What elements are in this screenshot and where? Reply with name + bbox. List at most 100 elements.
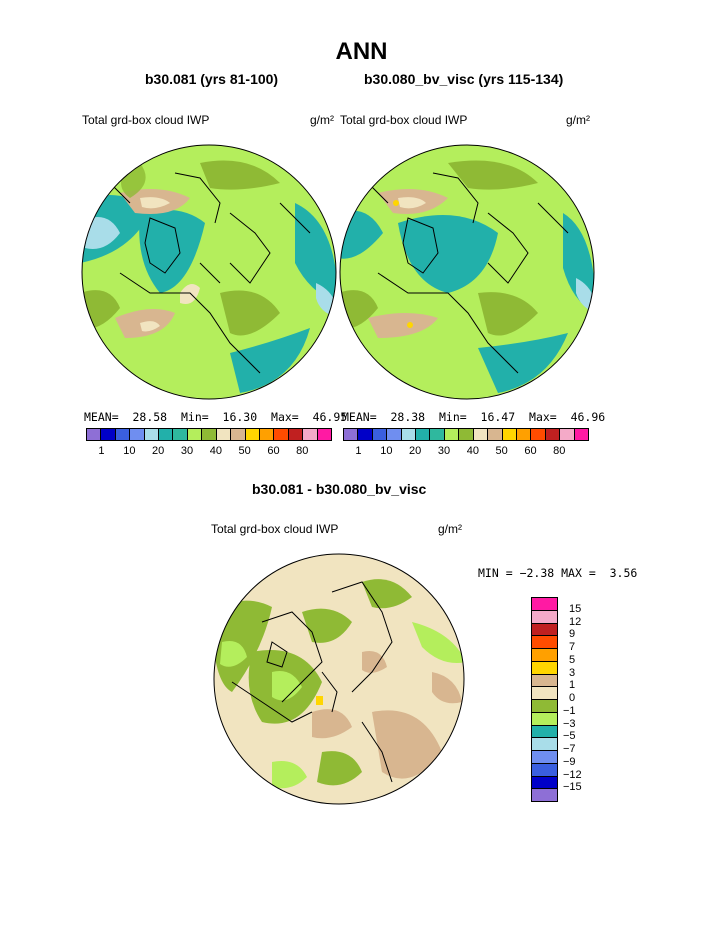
panel1-colorbar [86, 428, 332, 441]
panel2-colorbar-swatch [458, 428, 474, 441]
panel2-colorbar-swatch [386, 428, 402, 441]
difference-colorbar-tick-label: 7 [569, 641, 576, 653]
difference-colorbar-tick-label: 3 [569, 666, 576, 679]
panel2-colorbar-swatch [559, 428, 575, 441]
panel1-colorbar-swatch [244, 428, 260, 441]
panel2-colorbar-tick-label: 30 [437, 445, 451, 457]
panel2-colorbar-tick-label: 80 [553, 445, 566, 457]
panel1-colorbar-swatch [186, 428, 203, 441]
panel1-colorbar-swatch [316, 428, 332, 441]
difference-colorbar-swatch [531, 635, 558, 649]
difference-colorbar-swatch [531, 788, 558, 802]
panel2-stats: MEAN= 28.38 Min= 16.47 Max= 46.96 [342, 410, 605, 424]
panel2-colorbar-tick-label: 40 [466, 445, 479, 457]
panel2-colorbar-ticks: 1 10 20 30 40 50 60 80 [343, 445, 588, 459]
difference-units: g/m² [438, 522, 462, 536]
difference-stats: MIN = −2.38 MAX = 3.56 [478, 566, 637, 580]
difference-colorbar-swatch [531, 686, 558, 700]
difference-max-value: 3.56 [609, 566, 638, 580]
difference-colorbar-tick-label: 1 [569, 679, 576, 692]
difference-colorbar-swatch [531, 648, 558, 662]
difference-colorbar-swatch [531, 660, 558, 675]
difference-colorbar-tick-label: 15 [569, 602, 582, 615]
panel2-colorbar-swatch [443, 428, 460, 441]
difference-colorbar-tick-label: −5 [563, 730, 576, 743]
panel1-min-value: 16.30 [222, 410, 258, 424]
panel1-colorbar-tick-label: 60 [267, 445, 280, 457]
panel2-colorbar-tick-label: 50 [495, 445, 508, 457]
panel1-colorbar-swatch [302, 428, 318, 441]
panel2-colorbar-swatch [487, 428, 503, 441]
difference-colorbar-tick-label: −15 [563, 781, 582, 794]
panel2-colorbar-swatch [573, 428, 589, 441]
panel2-min-label: Min= [438, 410, 467, 424]
difference-title: b30.081 - b30.080_bv_visc [252, 481, 427, 497]
difference-colorbar-swatch [531, 699, 558, 713]
panel1-colorbar-tick-label: 80 [296, 445, 309, 457]
panel1-stats: MEAN= 28.58 Min= 16.30 Max= 46.95 [84, 410, 347, 424]
panel2-mean-value: 28.38 [390, 410, 426, 424]
panel2-colorbar-swatch [400, 428, 417, 441]
difference-max-label: MAX = [561, 566, 596, 580]
panel2-polar-map [339, 144, 595, 400]
panel1-colorbar-swatch [287, 428, 304, 441]
difference-colorbar-tick-label: −9 [563, 755, 576, 768]
panel2-colorbar [343, 428, 589, 441]
panel1-colorbar-swatch [230, 428, 246, 441]
panel1-max-value: 46.95 [312, 410, 348, 424]
panel2-colorbar-swatch [501, 428, 517, 441]
panel2-max-value: 46.96 [570, 410, 606, 424]
panel2-colorbar-swatch [429, 428, 445, 441]
difference-colorbar-tick-label: −12 [563, 768, 582, 781]
panel1-variable-label: Total grd-box cloud IWP [82, 113, 210, 127]
difference-min-label: MIN = [478, 566, 513, 580]
panel2-colorbar-swatch [515, 428, 532, 441]
panel2-colorbar-swatch [544, 428, 561, 441]
difference-colorbar [531, 597, 558, 802]
difference-polar-map [213, 553, 465, 805]
difference-colorbar-swatch [531, 622, 558, 637]
difference-colorbar-swatch [531, 737, 558, 751]
difference-colorbar-swatch [531, 673, 558, 688]
panel1-colorbar-swatch [201, 428, 217, 441]
figure-title: ANN [335, 38, 388, 65]
panel1-colorbar-swatch [258, 428, 275, 441]
difference-colorbar-swatch [531, 597, 558, 611]
difference-colorbar-tick-label: 9 [569, 628, 576, 641]
difference-colorbar-tick-label: −1 [563, 704, 576, 717]
panel2-colorbar-swatch [415, 428, 431, 441]
difference-colorbar-tick-label: 5 [569, 653, 576, 666]
difference-colorbar-swatch [531, 762, 558, 777]
difference-variable-label: Total grd-box cloud IWP [211, 522, 339, 536]
panel1-colorbar-ticks: 1 10 20 30 40 50 60 80 [86, 445, 331, 459]
panel1-case-title: b30.081 (yrs 81-100) [145, 71, 279, 87]
difference-colorbar-tick-label: 12 [569, 615, 582, 628]
panel2-colorbar-tick-label: 10 [380, 445, 393, 457]
difference-min-value: −2.38 [519, 566, 555, 580]
panel2-units: g/m² [566, 113, 590, 127]
panel2-variable-label: Total grd-box cloud IWP [340, 113, 468, 127]
panel1-colorbar-swatch [129, 428, 145, 441]
panel1-colorbar-tick-label: 20 [152, 445, 165, 457]
panel2-colorbar-tick-label: 1 [355, 445, 362, 457]
panel2-max-label: Max= [529, 410, 557, 424]
panel1-mean-value: 28.58 [132, 410, 168, 424]
difference-colorbar-tick-label: 0 [569, 692, 576, 704]
difference-colorbar-swatch [531, 711, 558, 726]
panel1-colorbar-swatch [172, 428, 188, 441]
panel2-case-title: b30.080_bv_visc (yrs 115-134) [364, 71, 564, 87]
panel1-colorbar-swatch [273, 428, 289, 441]
panel2-colorbar-swatch [472, 428, 489, 441]
difference-colorbar-tick-label: −7 [563, 743, 576, 755]
panel1-colorbar-swatch [215, 428, 232, 441]
panel1-colorbar-swatch [86, 428, 102, 441]
panel1-colorbar-tick-label: 10 [123, 445, 136, 457]
difference-colorbar-swatch [531, 750, 558, 764]
panel1-polar-map [81, 144, 337, 400]
panel2-colorbar-swatch [371, 428, 388, 441]
panel1-mean-label: MEAN= [84, 410, 119, 424]
difference-colorbar-swatch [531, 775, 558, 790]
panel1-min-label: Min= [180, 410, 209, 424]
panel2-colorbar-swatch [343, 428, 359, 441]
panel2-colorbar-swatch [357, 428, 373, 441]
